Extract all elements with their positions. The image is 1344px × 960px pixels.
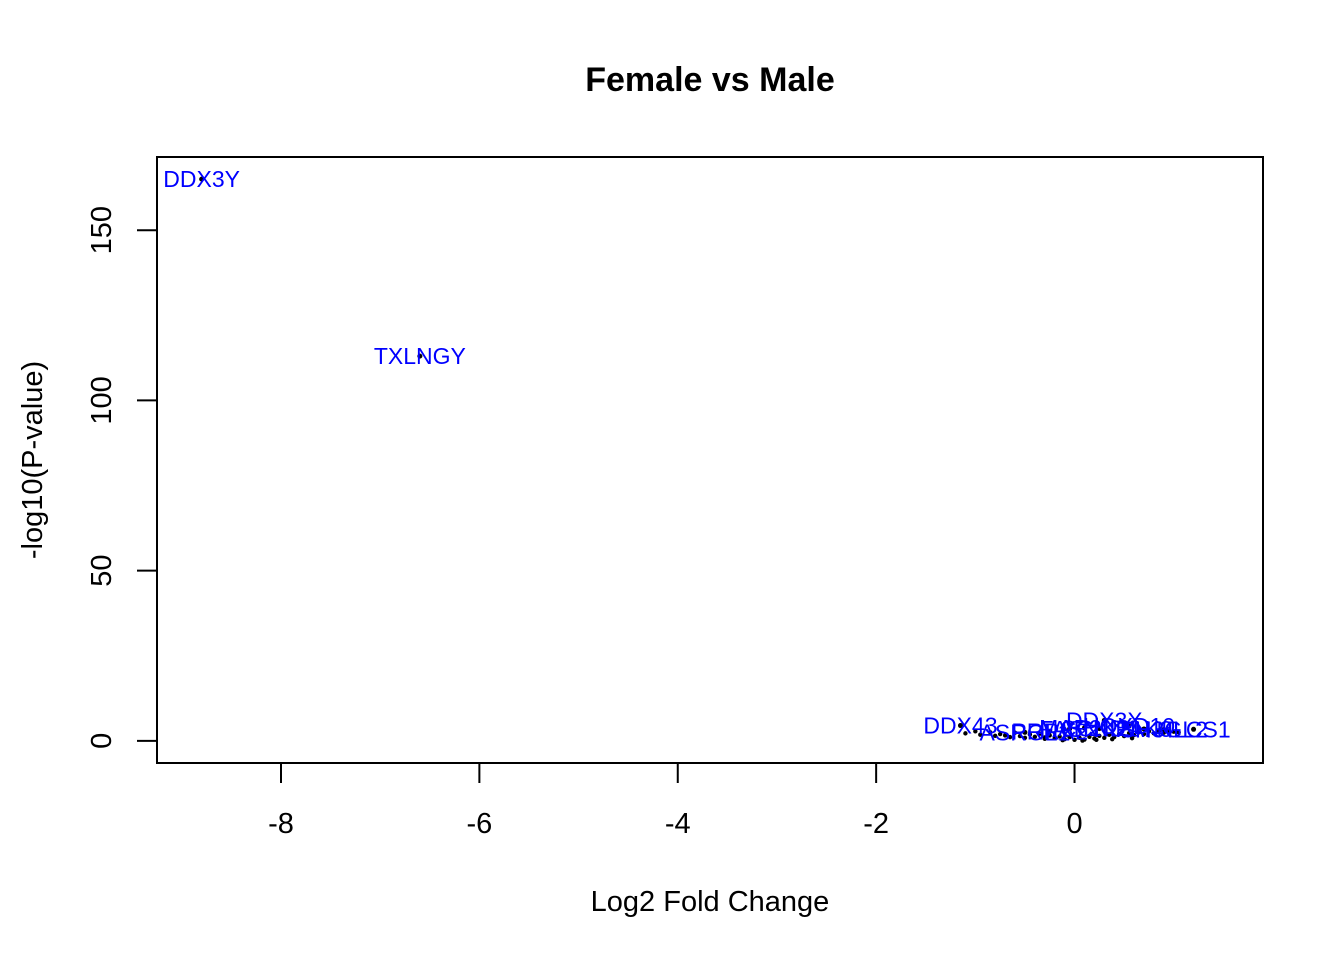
labeled-point (1161, 727, 1167, 733)
data-point (1146, 729, 1152, 734)
y-tick-label: 0 (86, 733, 118, 749)
data-point (1072, 737, 1077, 743)
data-point (1027, 732, 1033, 737)
chart-title: Female vs Male (585, 61, 834, 99)
x-tick-label: -2 (863, 808, 889, 840)
data-point (963, 731, 968, 736)
data-point (1102, 735, 1107, 741)
data-point (1060, 737, 1065, 743)
data-point (978, 732, 983, 737)
data-point (1007, 734, 1013, 740)
labeled-point (1126, 723, 1132, 729)
labeled-point (1081, 725, 1087, 731)
data-point (1032, 734, 1038, 739)
data-point (988, 730, 993, 735)
y-axis: 0 50 100 150 (86, 206, 158, 749)
labeled-point (1096, 726, 1102, 732)
y-tick-label: 150 (86, 206, 118, 254)
data-point (1022, 735, 1028, 741)
gene-label: HOXD10 (1083, 713, 1175, 739)
data-point (1116, 731, 1122, 737)
data-point (1151, 731, 1157, 736)
data-point (1126, 730, 1132, 736)
gene-label: FASN (1040, 716, 1100, 742)
data-point (1037, 731, 1043, 736)
x-tick-label: -6 (466, 808, 492, 840)
y-tick-label: 100 (86, 376, 118, 424)
gene-label: DDX43 (923, 713, 997, 739)
data-point (1042, 736, 1047, 742)
labeled-point (1022, 729, 1028, 735)
data-point (1067, 734, 1072, 740)
data-point (992, 733, 998, 738)
data-point (1107, 732, 1112, 737)
gene-label: MAP2K2 (1039, 715, 1130, 741)
gene-label: TXLNGY (374, 343, 466, 369)
labeled-point (957, 723, 963, 729)
data-point (1129, 735, 1135, 741)
data-point (1052, 735, 1057, 741)
data-point (1136, 730, 1142, 735)
plot-frame (156, 156, 1264, 764)
data-point (1017, 733, 1023, 739)
data-point (1057, 734, 1062, 739)
labeled-point (1047, 728, 1053, 734)
data-point (1110, 736, 1115, 742)
data-point (1012, 730, 1018, 735)
data-point (1087, 734, 1092, 739)
data-point (1166, 729, 1171, 735)
labeled-point (1141, 726, 1147, 732)
data-point (1080, 738, 1085, 743)
data-point (1141, 731, 1147, 737)
data-point (1156, 728, 1162, 734)
labeled-point (1067, 726, 1073, 732)
data-point (1002, 733, 1008, 738)
data-point (1121, 733, 1127, 739)
x-tick-label: -8 (268, 808, 294, 840)
gene-label: CCND1 (1060, 716, 1139, 742)
labeled-point (1191, 726, 1197, 732)
gene-label: SH3GL2 (1120, 717, 1208, 743)
labeled-point (199, 176, 205, 182)
x-axis: -8 -6 -4 -2 0 (268, 762, 1083, 840)
data-point (973, 729, 978, 734)
gene-label: PAK3 (1115, 716, 1172, 742)
labeled-point (417, 353, 423, 359)
data-point (1171, 729, 1176, 734)
gene-label: PRRX2 (1011, 718, 1088, 744)
data-point (997, 731, 1003, 737)
x-tick-label: -4 (665, 808, 691, 840)
data-point (1094, 737, 1099, 743)
gene-label: DDX3X (1066, 707, 1143, 733)
data-point (1176, 730, 1181, 735)
x-tick-label: 0 (1066, 808, 1082, 840)
labeled-point (1101, 717, 1107, 723)
data-point (1097, 733, 1102, 738)
y-tick-label: 50 (86, 555, 118, 587)
gene-label: DDX3Y (163, 166, 240, 192)
gene-labels: DDX3Y TXLNGY DDX43 DDX3XASRGL1PRRX2FASNMAP2… (163, 166, 1230, 745)
gene-label: HLCS1 (1156, 716, 1230, 742)
gene-label: ASRGL1 (980, 719, 1071, 745)
y-axis-label: -log10(P-value) (17, 361, 49, 559)
data-point (1077, 735, 1082, 741)
data-points (199, 176, 1197, 743)
x-axis-label: Log2 Fold Change (591, 886, 830, 918)
data-point (1047, 733, 1052, 738)
